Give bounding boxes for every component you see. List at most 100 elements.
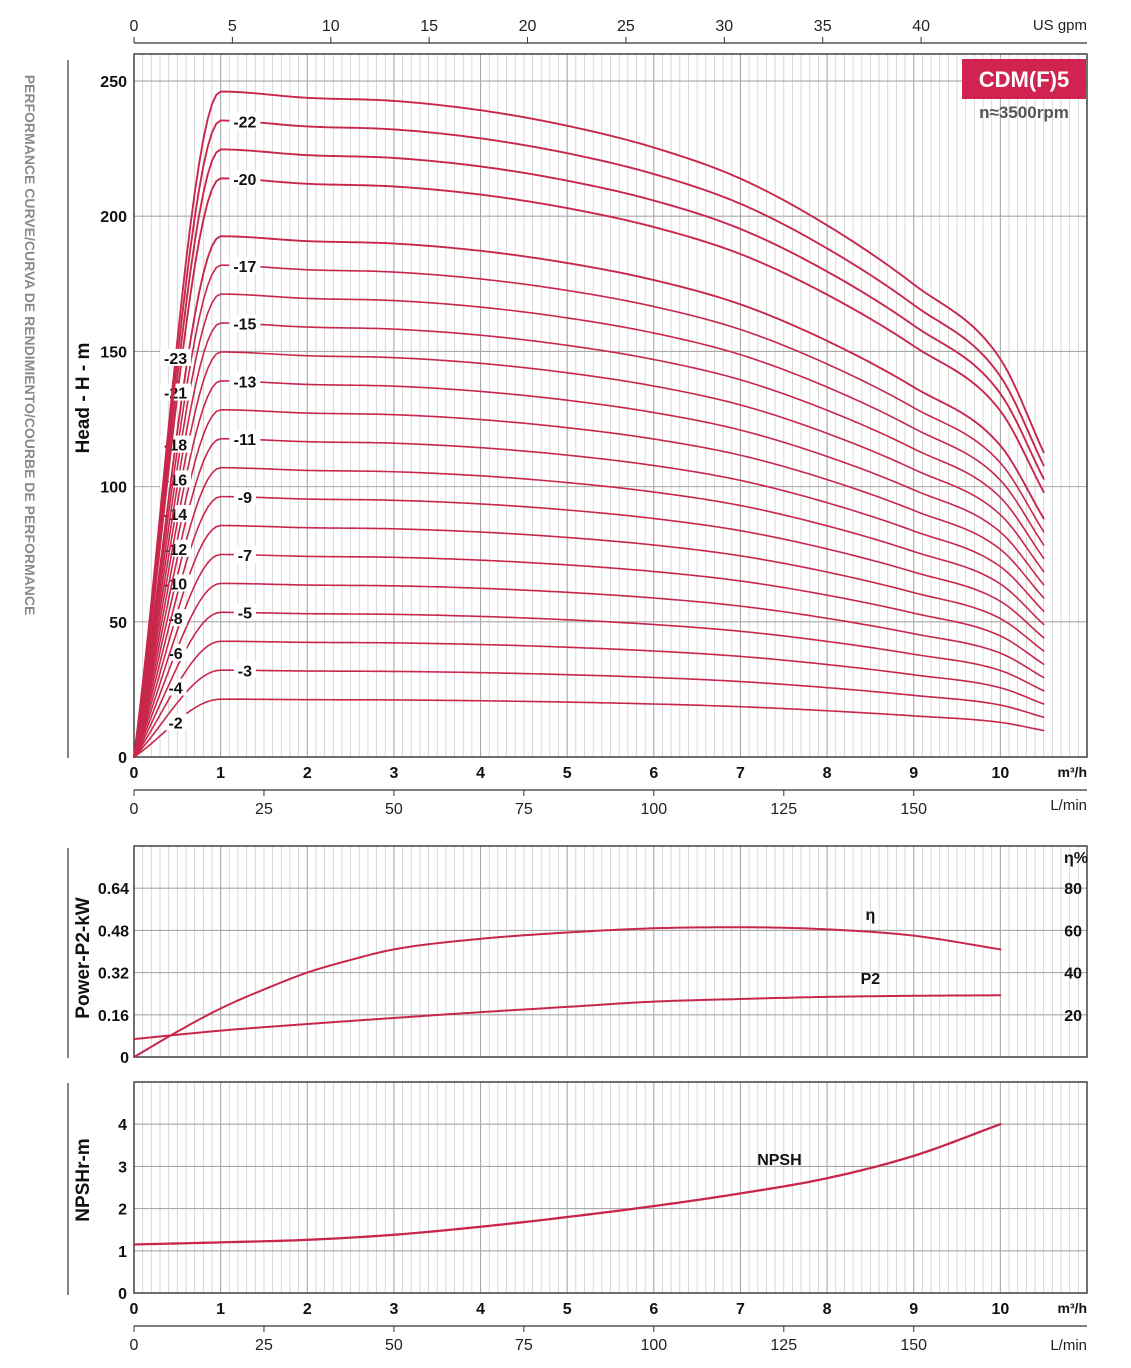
npsh-m3h-tick-label: 4 xyxy=(476,1301,485,1318)
head-m3h-unit: m³/h xyxy=(1057,764,1087,780)
stage-label: -15 xyxy=(233,317,256,334)
head-curve-stage-7 xyxy=(133,553,1045,758)
head-lmin-unit: L/min xyxy=(1050,797,1087,814)
npsh-panel: 0 1 2 3 4 NPSHr-m NPSH 0 1 2 3 4 5 6 7 8 9 10 m³/h xyxy=(73,1081,1088,1318)
power-y-tick-label: 0.32 xyxy=(98,966,129,983)
head-m3h-tick-label: 9 xyxy=(909,765,918,782)
stage-label-bg xyxy=(229,314,261,332)
gpm-tick-label: 5 xyxy=(228,18,237,35)
head-lmin-tick-label: 150 xyxy=(900,801,927,818)
eff-y-axis-title: η% xyxy=(1064,850,1088,867)
model-badge: CDM(F)5 n≈3500rpm xyxy=(962,59,1086,122)
gpm-tick-label: 15 xyxy=(420,18,438,35)
model-name: CDM(F)5 xyxy=(979,67,1069,92)
npsh-lmin-tick-label: 125 xyxy=(770,1337,797,1354)
stage-label-bg xyxy=(229,372,261,390)
head-m3h-tick-label: 1 xyxy=(216,765,225,782)
npsh-m3h-tick-label: 8 xyxy=(823,1301,832,1318)
npsh-y-axis-title: NPSHr-m xyxy=(73,1138,94,1221)
head-curve-stage-16 xyxy=(133,293,1045,758)
head-curve-stage-22 xyxy=(133,119,1045,758)
head-curve-stage-8 xyxy=(133,524,1045,758)
head-curve-stage-20 xyxy=(133,177,1045,758)
head-curve-stage-15 xyxy=(133,322,1045,758)
npsh-lmin-tick-label: 100 xyxy=(640,1337,667,1354)
efficiency-curve xyxy=(133,926,1002,1058)
power-y-tick-label: 0.16 xyxy=(98,1008,129,1025)
npsh-y-tick-label: 3 xyxy=(118,1159,127,1176)
head-frame xyxy=(133,53,1088,758)
head-curve-stage-11 xyxy=(133,437,1045,758)
speed-label: n≈3500rpm xyxy=(979,103,1069,122)
head-m3h-tick-label: 6 xyxy=(649,765,658,782)
head-lmin-axis: 0 25 50 75 100 125 150 L/min xyxy=(130,789,1087,818)
gpm-tick-label: 20 xyxy=(519,18,537,35)
head-y-tick-label: 0 xyxy=(118,750,127,767)
stage-label: -3 xyxy=(238,663,252,680)
eff-y-tick-label: 80 xyxy=(1064,881,1082,898)
npsh-m3h-tick-label: 2 xyxy=(303,1301,312,1318)
npsh-lmin-tick-label: 50 xyxy=(385,1337,403,1354)
head-curve-stage-10 xyxy=(133,466,1045,758)
stage-label-bg xyxy=(229,430,261,448)
eff-y-tick-label: 20 xyxy=(1064,1008,1082,1025)
power-y-tick-label: 0.64 xyxy=(98,881,129,898)
npsh-curve xyxy=(132,1123,1002,1246)
head-y-tick-label: 200 xyxy=(100,209,127,226)
power-y-axis-title: Power-P2-kW xyxy=(73,897,94,1018)
npsh-curve-label: NPSH xyxy=(757,1152,801,1169)
stage-label-bg xyxy=(233,545,256,563)
eff-y-tick-label: 40 xyxy=(1064,966,1082,983)
gpm-unit-label: US gpm xyxy=(1033,17,1087,34)
head-y-tick-label: 250 xyxy=(100,74,127,91)
stage-label-bg xyxy=(229,256,261,274)
head-lmin-tick-label: 125 xyxy=(770,801,797,818)
head-m3h-tick-label: 10 xyxy=(991,765,1009,782)
npsh-lmin-tick-label: 150 xyxy=(900,1337,927,1354)
stage-label: -13 xyxy=(233,374,256,391)
gpm-tick-label: 35 xyxy=(814,18,832,35)
head-y-tick-label: 150 xyxy=(100,344,127,361)
stage-label-bg xyxy=(160,348,192,366)
head-lmin-tick-label: 100 xyxy=(640,801,667,818)
gpm-tick-label: 0 xyxy=(130,18,139,35)
npsh-lmin-tick-label: 0 xyxy=(130,1337,139,1354)
stage-label-bg xyxy=(233,661,256,679)
npsh-y-tick-label: 2 xyxy=(118,1202,127,1219)
gpm-tick-label: 40 xyxy=(912,18,930,35)
power-curve-label: P2 xyxy=(861,971,881,988)
head-curve-stage-12 xyxy=(133,409,1045,758)
head-lmin-tick-label: 0 xyxy=(130,801,139,818)
stage-label: -23 xyxy=(164,351,187,368)
npsh-frame xyxy=(133,1081,1088,1294)
head-curve-stage-5 xyxy=(133,611,1045,758)
eff-y-tick-label: 60 xyxy=(1064,923,1082,940)
head-lmin-tick-label: 50 xyxy=(385,801,403,818)
gpm-tick-label: 10 xyxy=(322,18,340,35)
npsh-m3h-tick-label: 5 xyxy=(563,1301,572,1318)
npsh-y-tick-label: 1 xyxy=(118,1244,127,1261)
head-curve-stage-4 xyxy=(133,640,1045,758)
stage-label: -5 xyxy=(238,606,252,623)
stage-label: -22 xyxy=(233,114,256,131)
stage-label-bg xyxy=(160,383,192,401)
head-m3h-tick-label: 7 xyxy=(736,765,745,782)
npsh-m3h-tick-label: 9 xyxy=(909,1301,918,1318)
stage-label: -6 xyxy=(168,646,182,663)
head-m3h-tick-label: 8 xyxy=(823,765,832,782)
npsh-m3h-tick-label: 7 xyxy=(736,1301,745,1318)
head-curve-stage-3 xyxy=(133,669,1045,758)
head-m3h-tick-label: 3 xyxy=(389,765,398,782)
npsh-m3h-unit: m³/h xyxy=(1057,1300,1087,1316)
npsh-lmin-tick-label: 75 xyxy=(515,1337,533,1354)
npsh-lmin-tick-label: 25 xyxy=(255,1337,273,1354)
head-curve-stage-2 xyxy=(133,698,1045,758)
head-y-tick-label: 100 xyxy=(100,480,127,497)
head-curve-stage-18 xyxy=(133,235,1045,758)
npsh-m3h-tick-label: 3 xyxy=(389,1301,398,1318)
power-y-tick-label: 0.48 xyxy=(98,923,129,940)
head-curve-stage-23 xyxy=(133,90,1045,758)
head-m3h-tick-label: 5 xyxy=(563,765,572,782)
